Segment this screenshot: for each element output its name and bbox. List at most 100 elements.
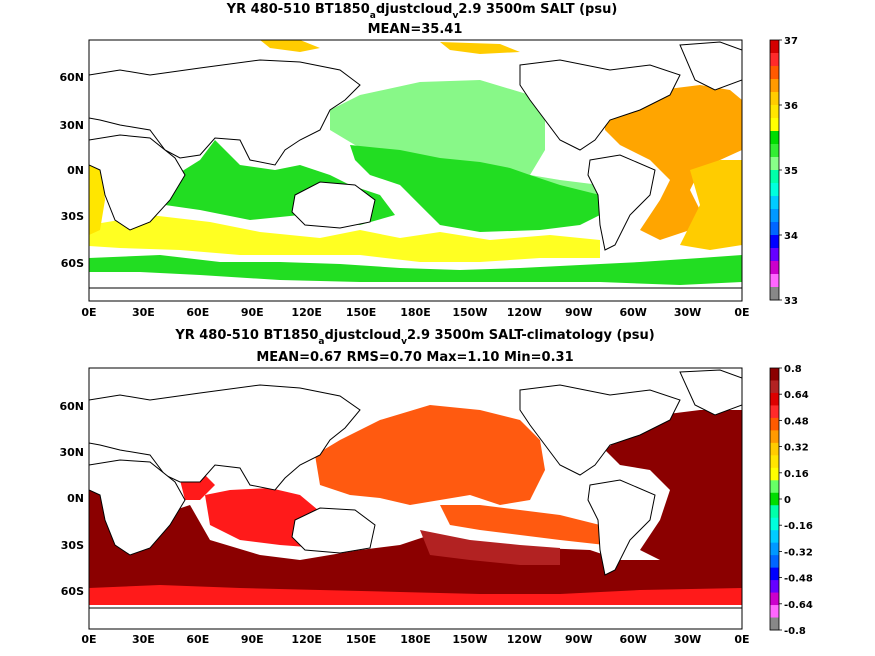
top-land-eurasia (89, 59, 361, 166)
top-map (88, 39, 743, 302)
colorbar-swatch (770, 53, 779, 67)
lon-label: 180E (400, 306, 430, 319)
colorbar-swatch (770, 580, 779, 594)
bottom-lat-label: 30S (61, 539, 84, 552)
top-land-antarctica (89, 287, 742, 301)
bottom-lon-axis: 0E 30E 60E 90E 120E 150E 180E 150W 120W 90W 60W 30W… (81, 633, 749, 646)
lon-label: 0E (81, 633, 96, 646)
bottom-land-eurasia (89, 384, 361, 491)
colorbar-tick-label: 0.32 (784, 443, 809, 454)
top-lat-label: 60S (61, 257, 84, 270)
colorbar-tick-label: 0.48 (784, 416, 809, 427)
lon-label: 120W (507, 306, 542, 319)
lon-label: 30E (132, 633, 155, 646)
colorbar-swatch (770, 592, 779, 606)
colorbar-swatch (770, 222, 779, 236)
lon-label: 150E (346, 633, 376, 646)
top-land-north-america (519, 59, 681, 151)
colorbar-swatch (770, 517, 779, 531)
colorbar-tick-label: 0.64 (784, 390, 809, 401)
bottom-atlantic-field (605, 410, 742, 560)
bottom-land-north-america (519, 384, 681, 476)
lon-label: 120E (291, 306, 321, 319)
bottom-far-south-band (89, 585, 742, 605)
colorbar-tick-label: -0.8 (784, 626, 806, 637)
colorbar-swatch (770, 92, 779, 106)
top-colorbar: 37 36 35 34 33 (769, 36, 798, 307)
lon-label: 60W (619, 306, 646, 319)
colorbar-swatch (770, 455, 779, 469)
top-lat-label: 30N (59, 119, 84, 132)
lon-label: 120W (507, 633, 542, 646)
lon-label: 0E (81, 306, 96, 319)
colorbar-tick-label: 0.8 (784, 364, 802, 375)
lon-label: 90W (565, 633, 592, 646)
bottom-lat-label: 30N (59, 446, 84, 459)
colorbar-swatch (770, 430, 779, 444)
colorbar-swatch (770, 170, 779, 184)
bottom-title: YR 480-510 BT1850adjustcloudv2.9 3500m S… (174, 328, 654, 347)
bottom-stats: MEAN=0.67 RMS=0.70 Max=1.10 Min=0.31 (256, 350, 573, 365)
top-lat-label: 60N (59, 71, 84, 84)
top-pacific-band (350, 145, 610, 232)
colorbar-swatch (770, 144, 779, 158)
bottom-south-pacific-field (440, 505, 605, 545)
top-far-south-band (89, 255, 742, 285)
lon-label: 150W (452, 306, 487, 319)
lon-label: 0E (734, 306, 749, 319)
colorbar-tick-label: 36 (784, 101, 798, 112)
bottom-colorbar: 0.8 0.64 0.48 0.32 0.16 0 -0.16 -0.32 -0.48 -0.64… (769, 364, 813, 637)
colorbar-swatch (770, 40, 779, 54)
colorbar-tick-label: -0.48 (784, 574, 813, 585)
bottom-southern-field (89, 490, 742, 605)
top-title: YR 480-510 BT1850adjustcloudv2.9 3500m S… (226, 2, 618, 21)
lon-label: 150E (346, 306, 376, 319)
colorbar-swatch (770, 66, 779, 80)
lon-label: 60E (186, 633, 209, 646)
colorbar-tick-label: 35 (784, 166, 798, 177)
colorbar-tick-label: 34 (784, 231, 798, 242)
bottom-land-antarctica (89, 607, 742, 629)
colorbar-swatch (770, 235, 779, 249)
colorbar-swatch (770, 274, 779, 288)
colorbar-swatch (770, 287, 779, 301)
colorbar-swatch (770, 480, 779, 494)
top-lat-label: 30S (61, 210, 84, 223)
top-lat-axis: 60N 30N 0N 30S 60S (59, 71, 84, 270)
colorbar-swatch (770, 467, 779, 481)
lon-label: 180E (400, 633, 430, 646)
bottom-land-greenland (679, 369, 742, 416)
colorbar-tick-label: 0.16 (784, 469, 809, 480)
colorbar-swatch (770, 505, 779, 519)
colorbar-swatch (770, 157, 779, 171)
top-atlantic-field (605, 85, 742, 240)
top-lon-axis: 0E 30E 60E 90E 120E 150E 180E 150W 120W 90W 60W 30W… (81, 306, 749, 319)
colorbar-swatch (770, 405, 779, 419)
top-land-africa (89, 134, 186, 231)
colorbar-swatch (770, 542, 779, 556)
top-atlantic-south-field (680, 160, 742, 250)
top-stats: MEAN=35.41 (368, 22, 463, 37)
colorbar-swatch (770, 131, 779, 145)
colorbar-swatch (770, 417, 779, 431)
top-lat-label: 0N (67, 164, 84, 177)
colorbar-swatch (770, 368, 779, 381)
bottom-southern-band (420, 530, 560, 565)
top-land-greenland (679, 41, 742, 91)
colorbar-tick-label: 37 (784, 36, 798, 47)
top-land-australia (291, 181, 376, 229)
colorbar-swatch (770, 555, 779, 569)
colorbar-swatch (770, 380, 779, 394)
lon-label: 90E (241, 633, 264, 646)
colorbar-swatch (770, 79, 779, 93)
bottom-pacific-field (315, 405, 545, 505)
bottom-lat-label: 60S (61, 585, 84, 598)
colorbar-tick-label: 0 (784, 495, 791, 506)
colorbar-swatch (770, 196, 779, 210)
colorbar-swatch (770, 442, 779, 456)
colorbar-tick-label: -0.64 (784, 600, 813, 611)
colorbar-swatch (770, 492, 779, 506)
top-land-south-america (587, 154, 656, 251)
lon-label: 30W (674, 633, 701, 646)
